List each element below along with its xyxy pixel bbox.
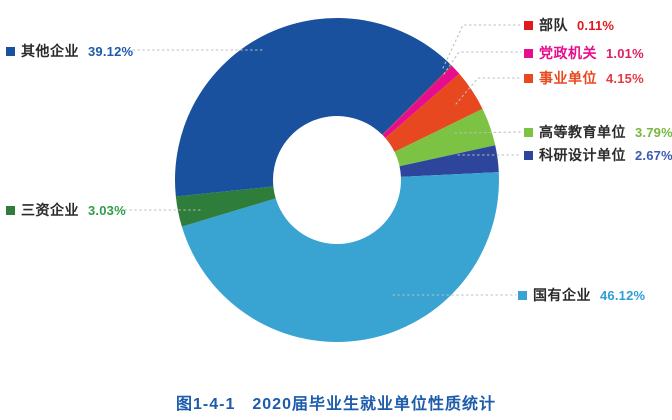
legend-label: 事业单位 — [539, 70, 597, 86]
donut-segment-guoyou — [181, 172, 499, 342]
legend-marker-guoyou — [518, 290, 527, 300]
donut-segment-sanzi — [175, 186, 276, 227]
legend-marker-shiye — [524, 73, 533, 83]
legend-label: 其他企业 — [21, 43, 79, 59]
legend-marker-gaodeng — [524, 127, 533, 137]
legend-value: 2.67% — [635, 147, 672, 163]
legend-item-sanzi: 三资企业 3.03% — [6, 201, 126, 219]
donut-segment-budui — [382, 65, 453, 136]
leader-lines — [124, 24, 522, 296]
leader-line-budui — [442, 24, 522, 69]
donut-segment-dangzheng — [382, 66, 460, 139]
donut-segments — [175, 18, 499, 342]
legend-label: 国有企业 — [533, 287, 591, 303]
legend-value: 46.12% — [600, 287, 646, 303]
legend-item-budui: 部队 0.11% — [524, 16, 614, 34]
donut-segment-gaodeng — [394, 108, 496, 167]
legend-item-dangzheng: 党政机关 1.01% — [524, 44, 644, 62]
legend-label: 部队 — [539, 17, 568, 33]
legend-value: 1.01% — [606, 45, 644, 61]
legend-label: 科研设计单位 — [539, 147, 626, 163]
legend-label: 党政机关 — [539, 45, 597, 61]
legend-item-qita: 其他企业 39.12% — [6, 42, 133, 60]
donut-segment-keyan — [399, 145, 499, 177]
legend-marker-qita — [6, 46, 15, 56]
legend-item-keyan: 科研设计单位 2.67% — [524, 146, 672, 164]
legend-value: 0.11% — [577, 17, 615, 33]
legend-marker-dangzheng — [524, 48, 533, 58]
legend-marker-sanzi — [6, 205, 15, 215]
legend-marker-budui — [524, 20, 533, 30]
donut-segment-shiye — [385, 73, 483, 152]
legend-label: 高等教育单位 — [539, 124, 626, 140]
legend-item-guoyou: 国有企业 46.12% — [518, 286, 645, 304]
legend-label: 三资企业 — [21, 202, 79, 218]
leader-line-shiye — [455, 77, 522, 105]
legend-value: 3.79% — [635, 124, 672, 140]
legend-value: 4.15% — [606, 70, 644, 86]
figure-caption: 图1-4-1 2020届毕业生就业单位性质统计 — [176, 396, 496, 413]
legend-marker-keyan — [524, 150, 533, 160]
legend-value: 39.12% — [88, 43, 134, 59]
legend-item-shiye: 事业单位 4.15% — [524, 69, 644, 87]
donut-segment-qita — [175, 18, 452, 197]
leader-line-gaodeng — [454, 131, 522, 134]
legend-value: 3.03% — [88, 202, 126, 218]
legend-item-gaodeng: 高等教育单位 3.79% — [524, 123, 672, 141]
